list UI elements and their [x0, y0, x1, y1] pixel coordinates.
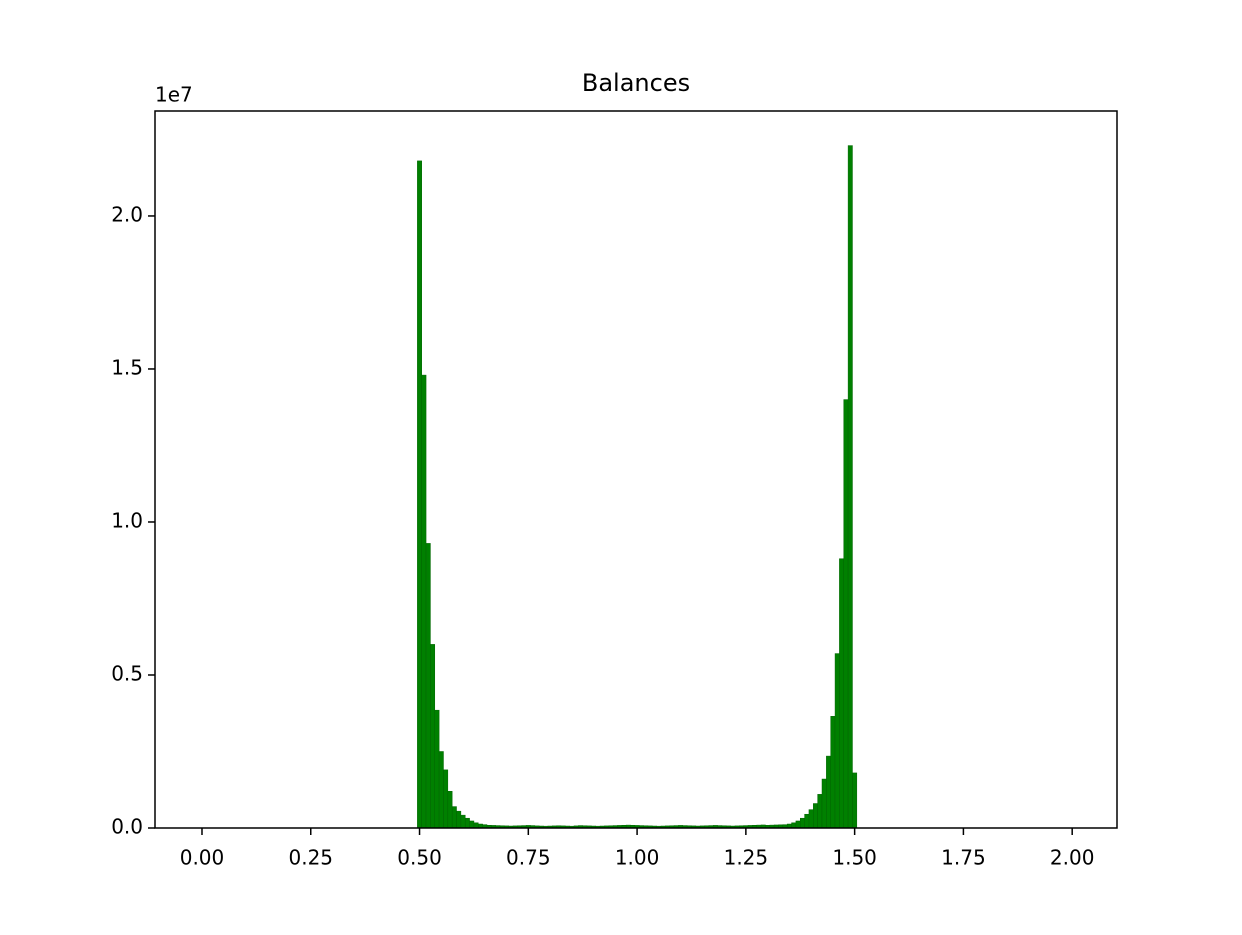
- bar: [791, 822, 797, 829]
- bar: [438, 751, 444, 829]
- y-offset-label: 1e7: [155, 83, 193, 107]
- x-tick-label: 0.00: [180, 846, 225, 870]
- bar: [447, 791, 453, 829]
- bar: [434, 709, 440, 829]
- bar: [808, 809, 814, 829]
- bar: [804, 813, 810, 829]
- bar: [813, 803, 818, 829]
- bar: [799, 817, 805, 829]
- bar: [839, 558, 845, 829]
- bar: [456, 810, 462, 829]
- x-tick-label: 2.00: [1050, 846, 1095, 870]
- bar: [795, 820, 801, 829]
- y-tick-label: 1.0: [111, 508, 143, 532]
- bar: [834, 653, 840, 829]
- bar: [821, 778, 827, 829]
- bar: [430, 644, 436, 829]
- bar: [826, 755, 831, 829]
- bar: [460, 814, 466, 829]
- bar: [425, 543, 431, 829]
- x-tick-label: 0.75: [506, 846, 551, 870]
- bar: [817, 794, 823, 829]
- bar: [417, 160, 422, 829]
- x-tick-label: 0.50: [397, 846, 442, 870]
- bar: [843, 399, 849, 829]
- y-tick-label: 1.5: [111, 355, 143, 379]
- bar: [421, 374, 427, 829]
- y-tick-label: 0.5: [111, 661, 143, 685]
- x-tick-label: 1.50: [832, 846, 877, 870]
- bar: [852, 772, 858, 829]
- plot-frame: [154, 110, 1118, 829]
- bar: [451, 806, 457, 829]
- x-tick-label: 0.25: [288, 846, 333, 870]
- y-tick-label: 2.0: [111, 202, 143, 226]
- x-tick-label: 1.00: [615, 846, 660, 870]
- bar: [443, 769, 449, 829]
- x-tick-label: 1.75: [941, 846, 986, 870]
- bar: [473, 822, 479, 829]
- bar: [464, 817, 470, 829]
- x-tick-label: 1.25: [724, 846, 769, 870]
- bar: [847, 145, 853, 829]
- bar: [830, 716, 836, 829]
- y-tick-label: 0.0: [111, 815, 143, 839]
- bar: [469, 820, 475, 829]
- chart-title: Balances: [582, 69, 690, 97]
